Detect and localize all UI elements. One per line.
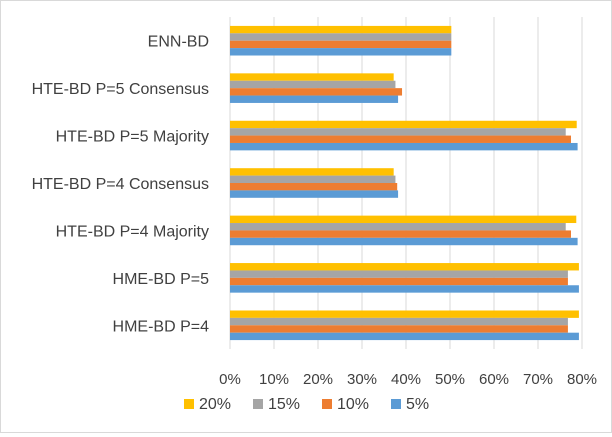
- bar: [230, 277, 568, 286]
- legend-label: 10%: [337, 396, 369, 413]
- category-label: HTE-BD P=4 Majority: [56, 223, 209, 240]
- category-label: HME-BD P=4: [113, 318, 210, 335]
- legend-swatch: [184, 399, 194, 409]
- x-tick-label: 30%: [347, 371, 377, 388]
- legend: 20% 15% 10% 5%: [184, 396, 429, 413]
- bar: [230, 48, 452, 56]
- bar: [230, 223, 566, 231]
- x-tick-labels: 0% 10% 20% 30% 40% 50% 60% 70% 80%: [219, 371, 597, 388]
- bar: [230, 310, 579, 318]
- legend-swatch: [253, 399, 263, 409]
- bar: [230, 237, 578, 246]
- x-tick-label: 20%: [303, 371, 333, 388]
- category-label: ENN-BD: [148, 34, 209, 51]
- x-tick-label: 10%: [259, 371, 289, 388]
- category-labels: ENN-BD HTE-BD P=5 Consensus HTE-BD P=5 Maj…: [32, 34, 210, 336]
- x-tick-label: 80%: [567, 371, 597, 388]
- legend-swatch: [391, 399, 401, 409]
- bar: [230, 285, 579, 293]
- gridlines: [229, 17, 583, 349]
- bars: [230, 25, 579, 341]
- bar: [230, 317, 568, 326]
- x-tick-label: 40%: [391, 371, 421, 388]
- x-tick-label: 70%: [523, 371, 553, 388]
- bar: [230, 95, 399, 103]
- bar: [230, 190, 399, 198]
- bar: [230, 128, 566, 136]
- bar: [230, 33, 452, 41]
- legend-label: 20%: [199, 396, 231, 413]
- bar: [230, 25, 452, 34]
- bar: [230, 80, 396, 89]
- bar: [230, 142, 578, 151]
- legend-swatch: [322, 399, 332, 409]
- category-label: HTE-BD P=5 Consensus: [32, 81, 209, 98]
- legend-label: 5%: [406, 396, 429, 413]
- bar: [230, 183, 398, 191]
- bar: [230, 332, 579, 341]
- bar: [230, 168, 394, 176]
- bar: [230, 73, 394, 81]
- bar: [230, 40, 452, 49]
- x-tick-label: 0%: [219, 371, 241, 388]
- category-label: HTE-BD P=5 Majority: [56, 129, 209, 146]
- bar: [230, 263, 579, 271]
- bar: [230, 175, 396, 183]
- legend-label: 15%: [268, 396, 300, 413]
- bar: [230, 135, 571, 143]
- category-label: HME-BD P=5: [113, 271, 210, 288]
- bar: [230, 270, 568, 278]
- category-label: HTE-BD P=4 Consensus: [32, 176, 209, 193]
- bar: [230, 325, 568, 333]
- bar: [230, 88, 403, 96]
- bar: [230, 120, 577, 129]
- x-tick-label: 60%: [479, 371, 509, 388]
- bar: [230, 230, 571, 238]
- bar: [230, 215, 577, 224]
- x-tick-label: 50%: [435, 371, 465, 388]
